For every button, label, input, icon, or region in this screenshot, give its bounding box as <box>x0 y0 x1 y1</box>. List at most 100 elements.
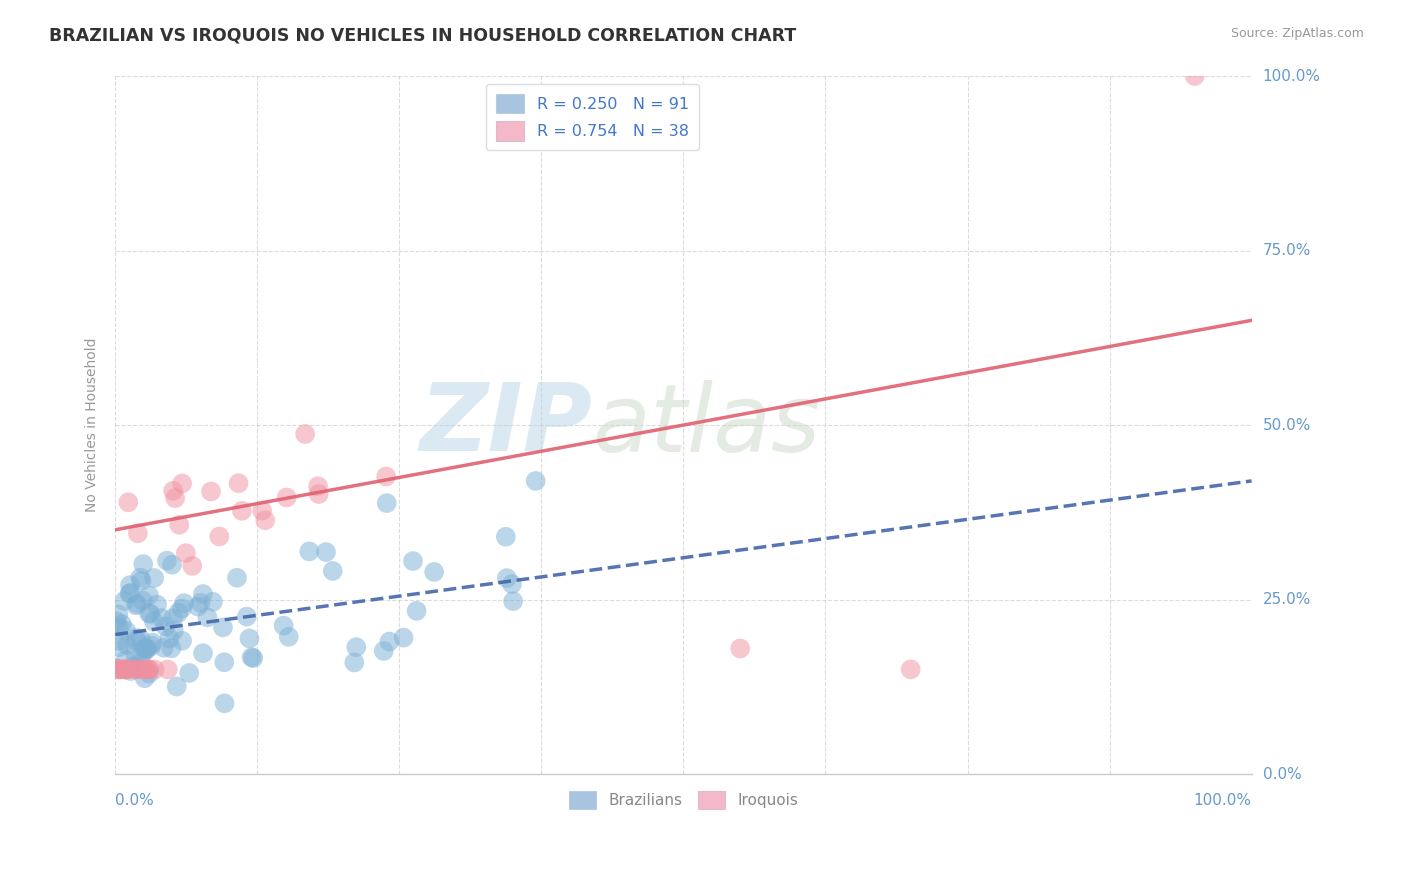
Point <box>197 610 219 624</box>
Point <box>181 558 204 573</box>
Point <box>108 640 131 654</box>
Point <box>124 646 146 660</box>
Point <box>134 671 156 685</box>
Point <box>322 564 344 578</box>
Point <box>167 517 190 532</box>
Text: BRAZILIAN VS IROQUOIS NO VEHICLES IN HOUSEHOLD CORRELATION CHART: BRAZILIAN VS IROQUOIS NO VEHICLES IN HOU… <box>49 27 796 45</box>
Point <box>125 631 148 645</box>
Point <box>125 599 148 613</box>
Point <box>107 607 129 622</box>
Point <box>142 615 165 629</box>
Point <box>179 665 201 680</box>
Point <box>392 631 415 645</box>
Point <box>131 574 153 588</box>
Point <box>165 491 187 505</box>
Point <box>242 651 264 665</box>
Point <box>150 611 173 625</box>
Text: 25.0%: 25.0% <box>1263 592 1310 607</box>
Point <box>375 496 398 510</box>
Point <box>104 661 127 675</box>
Point <box>156 662 179 676</box>
Point <box>125 597 148 611</box>
Point <box>495 571 517 585</box>
Point <box>108 633 131 648</box>
Point <box>402 554 425 568</box>
Point <box>495 530 517 544</box>
Point <box>128 662 150 676</box>
Point <box>143 662 166 676</box>
Text: 75.0%: 75.0% <box>1263 243 1310 258</box>
Point <box>524 474 547 488</box>
Point <box>187 599 209 614</box>
Point <box>307 479 329 493</box>
Point <box>138 662 160 676</box>
Point <box>277 630 299 644</box>
Y-axis label: No Vehicles in Household: No Vehicles in Household <box>86 338 100 512</box>
Point <box>900 662 922 676</box>
Point <box>1184 69 1206 83</box>
Point <box>135 642 157 657</box>
Point <box>155 619 177 633</box>
Point <box>107 620 129 634</box>
Point <box>115 638 138 652</box>
Point <box>170 601 193 615</box>
Point <box>167 606 190 620</box>
Point <box>105 614 128 628</box>
Point <box>115 624 138 638</box>
Text: 0.0%: 0.0% <box>1263 766 1302 781</box>
Point <box>250 503 273 517</box>
Point <box>162 483 184 498</box>
Point <box>157 632 180 646</box>
Point <box>120 664 142 678</box>
Point <box>315 545 337 559</box>
Point <box>160 641 183 656</box>
Point <box>132 557 155 571</box>
Point <box>191 587 214 601</box>
Point <box>231 504 253 518</box>
Point <box>138 588 160 602</box>
Point <box>236 609 259 624</box>
Point <box>111 617 134 632</box>
Point <box>214 696 236 710</box>
Point <box>129 571 152 585</box>
Point <box>114 662 136 676</box>
Point <box>127 526 149 541</box>
Point <box>501 577 523 591</box>
Point <box>138 606 160 620</box>
Point <box>107 662 129 676</box>
Text: ZIP: ZIP <box>419 379 592 471</box>
Point <box>135 641 157 656</box>
Point <box>294 427 316 442</box>
Point <box>114 662 136 676</box>
Point <box>118 587 141 601</box>
Point <box>134 662 156 676</box>
Point <box>162 611 184 625</box>
Point <box>276 491 298 505</box>
Point <box>114 662 136 676</box>
Point <box>378 634 401 648</box>
Point <box>143 571 166 585</box>
Point <box>131 647 153 661</box>
Point <box>172 476 194 491</box>
Point <box>240 650 263 665</box>
Point <box>135 640 157 655</box>
Point <box>115 662 138 676</box>
Point <box>139 607 162 621</box>
Point <box>423 565 446 579</box>
Point <box>156 553 179 567</box>
Point <box>174 546 197 560</box>
Point <box>112 594 135 608</box>
Point <box>214 655 236 669</box>
Point <box>138 662 160 676</box>
Point <box>200 484 222 499</box>
Point <box>118 578 141 592</box>
Point <box>228 476 250 491</box>
Point <box>128 661 150 675</box>
Point <box>273 618 295 632</box>
Point <box>254 513 277 527</box>
Point <box>132 641 155 656</box>
Point <box>405 604 427 618</box>
Point <box>173 596 195 610</box>
Point <box>141 639 163 653</box>
Point <box>125 633 148 648</box>
